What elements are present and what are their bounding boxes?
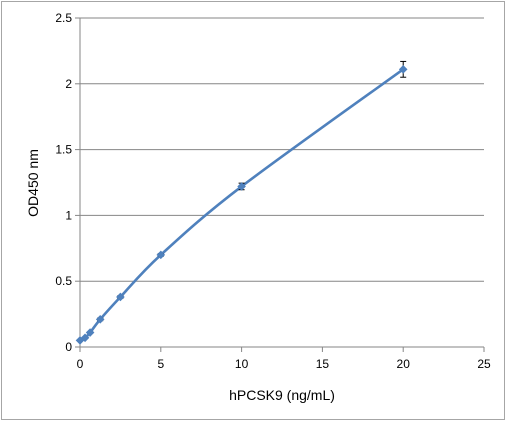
axis-layer (75, 17, 485, 352)
y-axis-title: OD450 nm (25, 149, 41, 217)
series-line (78, 68, 405, 342)
y-tick-label: 2 (65, 77, 72, 91)
x-axis-title: hPCSK9 (ng/mL) (229, 387, 335, 403)
y-tick-label: 2.5 (55, 11, 72, 25)
data-point-marker (156, 250, 166, 260)
y-tick-label: 0.5 (55, 274, 72, 288)
data-point-marker (398, 65, 408, 74)
data-point-marker (116, 292, 125, 302)
x-tick-label: 0 (77, 357, 84, 371)
x-tick-label: 20 (397, 357, 411, 371)
data-point-marker (237, 182, 246, 191)
grid-layer (80, 17, 484, 282)
data-point-marker (80, 333, 90, 343)
data-point-marker (95, 315, 105, 324)
x-tick-label: 25 (477, 357, 491, 371)
x-tick-label: 10 (235, 357, 249, 371)
x-tick-label: 15 (316, 357, 330, 371)
x-tick-label: 5 (157, 357, 164, 371)
tick-label-layer: 0 0.5 1 1.5 2 2.5 0 5 10 15 20 25 (55, 11, 491, 371)
y-tick-label: 1.5 (55, 143, 72, 157)
series-layer (75, 60, 408, 345)
y-tick-label: 0 (65, 340, 72, 354)
y-tick-label: 1 (65, 208, 72, 222)
data-point-marker (85, 328, 95, 337)
